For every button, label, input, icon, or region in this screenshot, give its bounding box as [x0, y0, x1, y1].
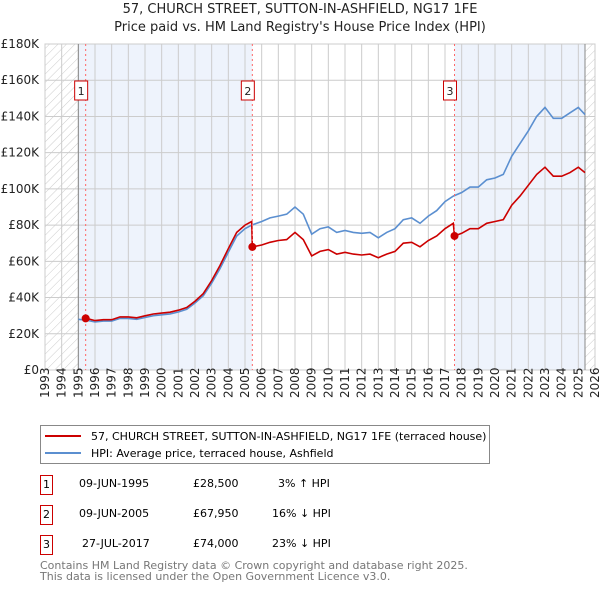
hpi-line	[78, 106, 586, 323]
transaction-change: 16% ↓ HPI	[272, 507, 331, 520]
sale-point	[81, 314, 90, 323]
y-tick-label: £0	[24, 363, 39, 377]
legend: 57, CHURCH STREET, SUTTON-IN-ASHFIELD, N…	[40, 425, 490, 464]
legend-label: 57, CHURCH STREET, SUTTON-IN-ASHFIELD, N…	[91, 429, 487, 443]
x-tick-label: 2011	[338, 367, 352, 398]
ownership-band	[454, 44, 585, 370]
transaction-number: 3	[40, 535, 53, 555]
x-tick-label: 2021	[505, 367, 519, 398]
x-tick-label: 1997	[105, 367, 119, 398]
sale-label-box	[240, 80, 255, 101]
legend-item-hpi: HPI: Average price, terraced house, Ashf…	[45, 445, 333, 461]
x-tick-label: 2004	[221, 367, 235, 398]
legend-swatch-blue	[45, 452, 81, 454]
x-tick-label: 1998	[121, 367, 135, 398]
x-tick-label: 2008	[288, 367, 302, 398]
footer-copyright: Contains HM Land Registry data © Crown c…	[40, 559, 468, 572]
y-tick-label: £80K	[8, 218, 40, 232]
x-tick-label: 2018	[455, 367, 469, 398]
property-price-line	[85, 166, 586, 322]
x-tick-label: 2006	[255, 367, 269, 398]
footer-licence: This data is licensed under the Open Gov…	[40, 570, 391, 583]
x-tick-label: 1993	[38, 367, 52, 398]
sale-label-box	[74, 80, 89, 101]
transaction-date: 09-JUN-1995	[79, 477, 150, 490]
x-tick-label: 2007	[271, 367, 285, 398]
x-tick-label: 1994	[55, 367, 69, 398]
x-tick-label: 2009	[305, 367, 319, 398]
sale-point	[450, 231, 459, 240]
x-tick-label: 2017	[438, 367, 452, 398]
y-tick-label: £120K	[1, 146, 41, 160]
transaction-change: 23% ↓ HPI	[272, 537, 331, 550]
x-tick-label: 2000	[155, 367, 169, 398]
plot-border	[44, 43, 596, 371]
chart-title: 57, CHURCH STREET, SUTTON-IN-ASHFIELD, N…	[122, 2, 478, 17]
x-tick-label: 2013	[371, 367, 385, 398]
x-tick-label: 2005	[238, 367, 252, 398]
y-tick-label: £60K	[8, 254, 40, 268]
y-tick-label: £40K	[8, 291, 40, 305]
x-tick-label: 2010	[321, 367, 335, 398]
x-tick-label: 2014	[388, 367, 402, 398]
y-tick-label: £180K	[1, 37, 41, 51]
transaction-price: £74,000	[193, 537, 239, 550]
x-tick-label: 2023	[538, 367, 552, 398]
x-tick-label: 1995	[71, 367, 85, 398]
x-tick-label: 1999	[138, 367, 152, 398]
post-data-hatch	[585, 44, 595, 370]
y-tick-label: £100K	[1, 182, 41, 196]
sale-label: 2	[244, 85, 251, 98]
transaction-number: 2	[40, 505, 53, 525]
chart-subtitle: Price paid vs. HM Land Registry's House …	[114, 20, 486, 35]
x-tick-label: 2020	[488, 367, 502, 398]
y-tick-label: £20K	[8, 327, 40, 341]
y-tick-label: £160K	[1, 73, 41, 87]
transaction-change: 3% ↑ HPI	[278, 477, 330, 490]
transaction-price: £67,950	[193, 507, 239, 520]
x-tick-label: 2016	[421, 367, 435, 398]
x-tick-label: 2025	[571, 367, 585, 398]
transaction-date: 09-JUN-2005	[79, 507, 150, 520]
x-tick-label: 2003	[205, 367, 219, 398]
legend-item-property: 57, CHURCH STREET, SUTTON-IN-ASHFIELD, N…	[45, 428, 486, 444]
transaction-date: 27-JUL-2017	[82, 537, 150, 550]
sale-label: 3	[447, 85, 454, 98]
x-tick-label: 2015	[405, 367, 419, 398]
x-tick-label: 2026	[588, 367, 600, 398]
x-tick-label: 1996	[88, 367, 102, 398]
x-tick-label: 2022	[521, 367, 535, 398]
sale-label-box	[443, 80, 457, 101]
legend-label: HPI: Average price, terraced house, Ashf…	[91, 446, 334, 460]
sale-label: 1	[78, 85, 85, 98]
y-tick-label: £140K	[1, 109, 41, 123]
transaction-number: 1	[40, 475, 53, 495]
x-tick-label: 2002	[188, 367, 202, 398]
x-tick-label: 2001	[171, 367, 185, 398]
ownership-band	[78, 44, 253, 370]
x-tick-label: 2012	[355, 367, 369, 398]
price-chart: 1993 1994 1995 1996 1997 1998 1999 2000 2001 2002…	[1, 37, 600, 398]
sale-point	[248, 242, 257, 251]
x-tick-label: 2024	[555, 367, 569, 398]
legend-swatch-red	[45, 435, 81, 437]
transaction-price: £28,500	[193, 477, 239, 490]
x-tick-label: 2019	[471, 367, 485, 398]
